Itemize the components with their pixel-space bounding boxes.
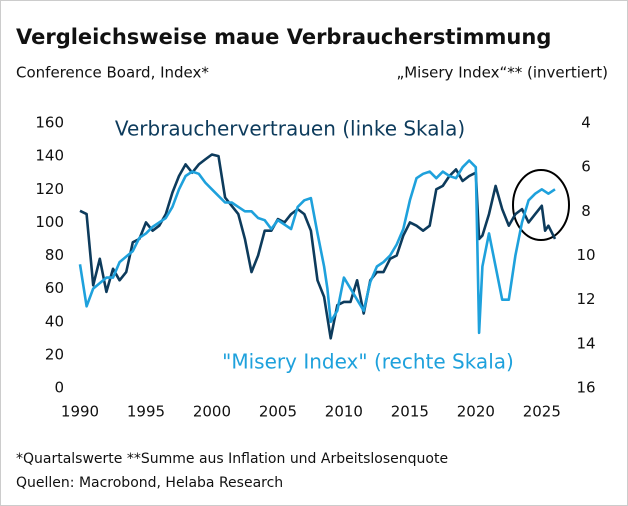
- highlight-circle: [512, 169, 570, 241]
- y2-tick-label: 6: [581, 158, 591, 176]
- series-label: Verbrauchervertrauen (linke Skala): [115, 117, 465, 141]
- x-tick-label: 2010: [325, 403, 363, 421]
- footnote: Quellen: Macrobond, Helaba Research: [16, 475, 283, 491]
- x-tick-label: 2005: [259, 403, 297, 421]
- chart-title: Vergleichsweise maue Verbraucherstimmung: [16, 25, 551, 49]
- y2-tick-label: 4: [581, 114, 591, 132]
- y-tick-label: 40: [45, 312, 64, 330]
- y-tick-label: 120: [35, 180, 64, 198]
- y2-tick-label: 12: [576, 290, 595, 308]
- y-tick-label: 100: [35, 213, 64, 231]
- x-tick-label: 2000: [193, 403, 231, 421]
- series-line: [78, 159, 556, 335]
- y2-tick-label: 8: [581, 202, 591, 220]
- y2-axis-label: „Misery Index“** (invertiert): [396, 64, 608, 82]
- y-axis-label: Conference Board, Index*: [16, 64, 209, 82]
- x-tick-label: 2025: [523, 403, 561, 421]
- x-tick-label: 1990: [61, 403, 99, 421]
- y-tick-label: 80: [45, 246, 64, 264]
- x-tick-label: 2020: [457, 403, 495, 421]
- y-tick-label: 0: [54, 379, 64, 397]
- y-tick-label: 60: [45, 279, 64, 297]
- x-tick-label: 1995: [127, 403, 165, 421]
- series-label: "Misery Index" (rechte Skala): [222, 350, 514, 374]
- x-tick-label: 2015: [391, 403, 429, 421]
- y-tick-label: 160: [35, 114, 64, 132]
- y-tick-label: 140: [35, 147, 64, 165]
- y2-tick-label: 16: [576, 379, 595, 397]
- y-tick-label: 20: [45, 345, 64, 363]
- y2-tick-label: 10: [576, 246, 595, 264]
- footnote: *Quartalswerte **Summe aus Inflation und…: [16, 451, 448, 467]
- y2-tick-label: 14: [576, 334, 595, 352]
